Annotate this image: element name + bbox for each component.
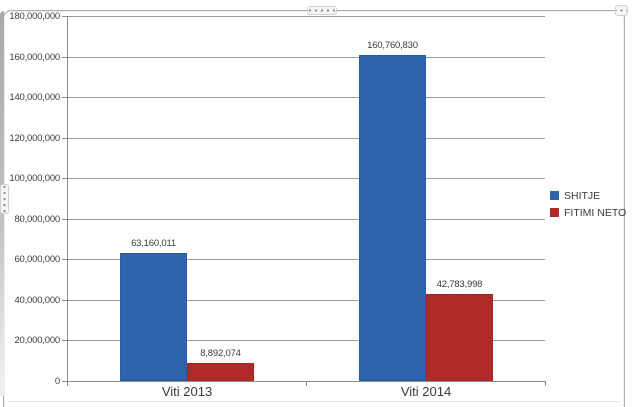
gridline xyxy=(67,97,545,98)
y-axis-tick xyxy=(62,259,67,260)
selection-handle-top[interactable] xyxy=(307,6,337,15)
x-axis-tick xyxy=(306,381,307,386)
bar-shitje[interactable] xyxy=(359,55,426,381)
bar-shitje[interactable] xyxy=(120,253,187,381)
y-axis-tick-label: 180,000,000 xyxy=(9,11,60,22)
y-axis-tick xyxy=(62,57,67,58)
y-axis-tick xyxy=(62,219,67,220)
gridline xyxy=(67,57,545,58)
x-axis-category-label: Viti 2014 xyxy=(400,384,452,399)
gridline xyxy=(67,138,545,139)
selection-handle-top-right[interactable] xyxy=(615,5,628,16)
gridline xyxy=(67,300,545,301)
y-axis-tick xyxy=(62,16,67,17)
y-axis-tick xyxy=(62,138,67,139)
gridline xyxy=(67,16,545,17)
bar-fitimi-neto[interactable] xyxy=(426,294,493,381)
x-axis-category-label: Viti 2013 xyxy=(161,384,213,399)
y-axis-tick-label: 160,000,000 xyxy=(9,52,60,63)
legend-label: SHITJE xyxy=(564,189,601,202)
legend[interactable]: SHITJE FITIMI NETO xyxy=(550,187,626,221)
data-label: 42,783,998 xyxy=(436,279,483,290)
gridline xyxy=(67,219,545,220)
y-axis-tick xyxy=(62,97,67,98)
y-axis-tick-label: 40,000,000 xyxy=(14,295,60,306)
x-axis-tick xyxy=(67,381,68,386)
y-axis-tick xyxy=(62,340,67,341)
legend-item[interactable]: SHITJE xyxy=(550,187,626,204)
bar-fitimi-neto[interactable] xyxy=(187,363,254,381)
y-axis-tick-label: 0 xyxy=(54,376,60,387)
data-label: 160,760,830 xyxy=(367,40,418,51)
data-label: 63,160,011 xyxy=(131,238,176,249)
x-axis-tick xyxy=(545,381,546,386)
legend-swatch-icon xyxy=(550,191,559,200)
gridline xyxy=(67,178,545,179)
y-axis-tick-label: 120,000,000 xyxy=(9,133,60,144)
y-axis-tick-label: 140,000,000 xyxy=(9,92,60,103)
legend-swatch-icon xyxy=(550,208,559,217)
y-axis-tick-label: 60,000,000 xyxy=(14,254,60,265)
gridline xyxy=(67,340,545,341)
legend-label: FITIMI NETO xyxy=(564,206,627,219)
y-axis-tick-label: 80,000,000 xyxy=(14,214,60,225)
y-axis-tick-label: 100,000,000 xyxy=(9,173,60,184)
data-label: 8,892,074 xyxy=(200,348,241,359)
selection-handle-left[interactable] xyxy=(0,184,9,214)
legend-item[interactable]: FITIMI NETO xyxy=(550,204,626,221)
y-axis-tick xyxy=(62,381,67,382)
y-axis-line xyxy=(67,16,68,381)
chart-frame-bottom-edge xyxy=(8,401,620,402)
y-axis-tick-label: 20,000,000 xyxy=(14,335,60,346)
y-axis-tick xyxy=(62,178,67,179)
gridline xyxy=(67,259,545,260)
y-axis-tick xyxy=(62,300,67,301)
